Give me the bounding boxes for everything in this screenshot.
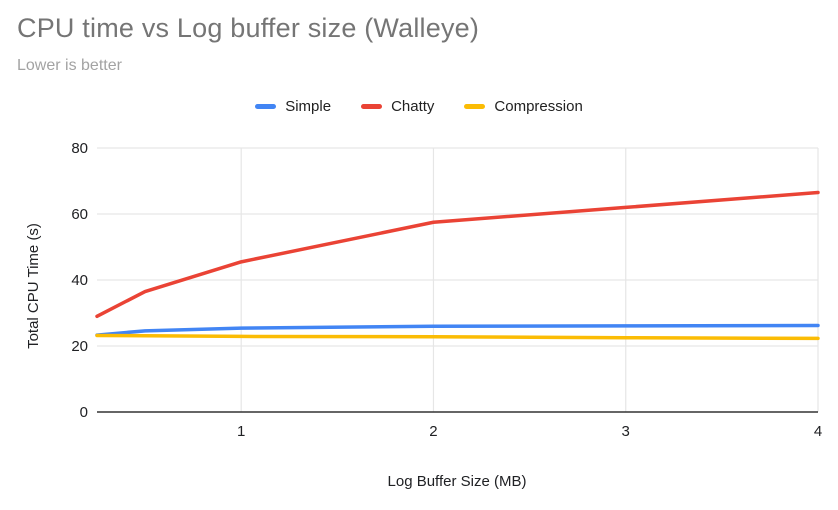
svg-text:1: 1	[237, 423, 245, 440]
svg-text:4: 4	[814, 423, 822, 440]
svg-text:2: 2	[429, 423, 437, 440]
legend-swatch-compression	[464, 104, 486, 109]
legend-swatch-chatty	[361, 104, 383, 109]
chart-title: CPU time vs Log buffer size (Walleye)	[17, 13, 480, 43]
y-axis-title: Total CPU Time (s)	[25, 223, 42, 349]
svg-text:20: 20	[71, 338, 88, 355]
svg-text:80: 80	[71, 140, 88, 157]
legend-item-simple: Simple	[255, 98, 331, 115]
legend-item-chatty: Chatty	[361, 98, 434, 115]
series-lines	[95, 190, 820, 341]
legend-item-compression: Compression	[464, 98, 583, 115]
svg-text:40: 40	[71, 272, 88, 289]
svg-text:0: 0	[80, 404, 88, 421]
chart-subtitle: Lower is better	[17, 57, 122, 74]
x-axis-title: Log Buffer Size (MB)	[388, 473, 527, 490]
legend-label-simple: Simple	[285, 98, 332, 115]
svg-text:60: 60	[71, 206, 88, 223]
legend-label-compression: Compression	[494, 98, 583, 115]
legend-label-chatty: Chatty	[391, 98, 435, 115]
svg-text:3: 3	[622, 423, 630, 440]
legend-swatch-simple	[255, 104, 277, 109]
gridlines	[97, 147, 819, 413]
legend: Simple Chatty Compression	[0, 98, 838, 115]
